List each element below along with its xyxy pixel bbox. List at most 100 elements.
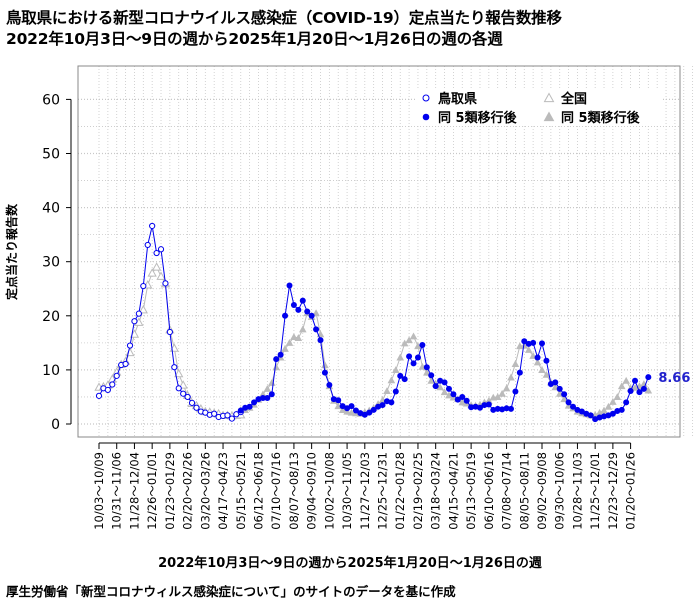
data-point [396,353,405,361]
legend-marker [422,94,430,102]
data-point [459,393,466,400]
data-point [618,406,625,413]
data-point [180,390,187,397]
y-axis-label: 定点当たり報告数 [4,203,19,300]
x-tick-label: 11/27～12/03 [358,452,372,530]
x-tick-label: 05/15～05/21 [234,452,248,530]
data-point [441,379,448,386]
data-point [153,249,160,257]
data-point [507,405,514,412]
data-point [392,366,400,373]
data-point [409,332,418,340]
data-point [95,392,103,399]
x-tick-label: 02/19～02/25 [411,452,425,530]
data-point [645,374,652,381]
legend-marker [422,113,430,121]
y-axis: 0 10 20 30 40 50 60 定点当たり報告数 [4,92,72,433]
chart-subtitle: 2022年10月3日～9日の週から2025年1月20日～1月26日の週の各週 [6,30,503,48]
data-point [440,388,449,396]
x-tick-label: 02/20～02/26 [181,452,195,530]
x-tick-label: 10/30～11/05 [340,452,354,530]
x-tick-label: 10/02～10/08 [322,452,336,530]
data-point [428,372,435,379]
data-point [193,404,200,411]
data-point [178,380,188,389]
data-point [397,372,404,379]
data-point [552,379,559,386]
y-tick-label: 40 [42,201,60,217]
data-point [268,391,275,398]
data-point [228,415,235,422]
x-tick-label: 12/23～12/29 [606,452,620,530]
x-tick-label: 10/03～10/09 [92,452,106,530]
y-tick-label: 30 [42,255,60,271]
data-point [147,268,157,277]
data-point [321,369,328,376]
data-point [498,389,506,397]
data-point [512,388,519,395]
data-point [339,403,346,410]
data-point [600,406,608,414]
data-point [294,334,303,342]
data-point [427,376,436,384]
data-point [445,385,452,392]
data-point [524,346,533,353]
data-point [481,402,488,409]
x-tick-label: 01/22～01/28 [393,452,407,530]
data-point [405,336,413,344]
data-point [587,412,594,419]
data-point [156,271,166,280]
data-point [595,408,604,416]
data-point [321,361,329,369]
data-point [113,372,120,379]
y-tick-label: 50 [42,147,60,163]
x-tick-label: 06/12～06/18 [251,452,265,530]
x-tick-label: 01/20～01/26 [624,452,638,530]
data-point [485,396,493,404]
data-point [604,402,613,410]
plot-frame [77,65,681,438]
data-point [361,411,368,418]
x-tick-label: 03/20～03/26 [198,452,212,530]
data-point [335,397,342,404]
data-point [565,399,572,406]
last-value-label: 8.66 [658,371,690,386]
data-point [640,385,647,392]
data-point [561,391,568,398]
data-point [613,393,622,400]
data-point [326,382,333,389]
data-point [298,325,307,333]
data-point [534,354,541,361]
data-point [644,386,653,394]
data-point [636,389,643,396]
x-tick-label: 12/25～12/31 [376,452,390,530]
data-point [140,282,147,290]
data-point [370,406,377,413]
data-point [317,337,324,344]
data-point [556,385,563,392]
x-tick-label: 08/07～08/13 [287,452,301,530]
data-point [144,241,151,249]
data-point [388,399,395,406]
data-point [521,338,528,345]
y-tick-label: 10 [42,363,60,379]
data-point [454,396,461,403]
data-point [414,354,421,361]
data-point [445,391,453,399]
data-point [273,356,280,363]
data-point [267,379,276,386]
data-point [511,360,520,367]
data-point [419,342,426,349]
data-point [578,408,585,415]
legend-label: 同 5類移行後 [438,110,518,126]
data-point [352,407,359,414]
data-point [533,358,542,366]
data-point [224,412,231,419]
x-tick-label: 05/13～05/19 [464,452,478,530]
data-point [503,405,510,412]
grid [78,66,694,437]
data-point [251,399,258,406]
data-point [609,410,616,417]
